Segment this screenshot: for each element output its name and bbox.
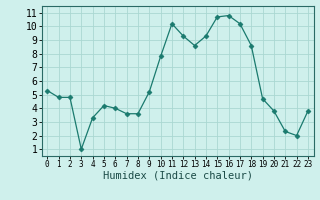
- X-axis label: Humidex (Indice chaleur): Humidex (Indice chaleur): [103, 171, 252, 181]
